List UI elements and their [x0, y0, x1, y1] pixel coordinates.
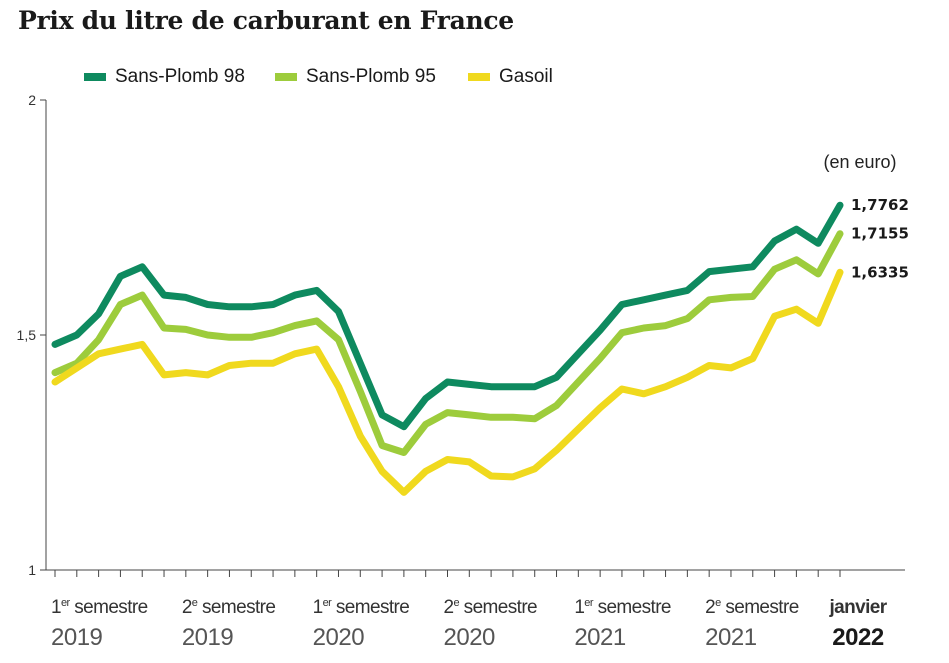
legend-swatch-sp95	[275, 73, 297, 81]
series-line-1	[51, 230, 844, 456]
legend-item-sp98: Sans-Plomb 98	[84, 66, 245, 88]
y-tick-label: 2	[28, 92, 36, 108]
legend-label-sp98: Sans-Plomb 98	[115, 66, 245, 87]
legend-label-gasoil: Gasoil	[499, 66, 553, 87]
end-value-label-2: 1,6335	[851, 263, 909, 281]
y-tick-label: 1	[28, 562, 36, 578]
unit-label: (en euro)	[823, 152, 896, 172]
x-label-period: janvier	[828, 597, 887, 618]
x-label-year: 2021	[705, 624, 757, 651]
x-label-period: 1er semestre	[51, 597, 148, 618]
x-label-year: 2019	[182, 624, 234, 651]
x-label-period: 1er semestre	[574, 597, 671, 618]
end-value-label-1: 1,7155	[851, 225, 909, 243]
x-label-period: 1er semestre	[313, 597, 410, 618]
x-label-year: 2020	[444, 624, 496, 651]
legend-swatch-sp98	[84, 73, 106, 81]
x-label-year: 2022	[832, 624, 884, 651]
x-label-year: 2019	[51, 624, 103, 651]
chart-title: Prix du litre de carburant en France	[18, 6, 514, 35]
x-label-year: 2020	[313, 624, 365, 651]
series-line-0	[51, 201, 844, 431]
series-line-2	[51, 268, 844, 496]
legend-label-sp95: Sans-Plomb 95	[306, 66, 436, 87]
legend-item-sp95: Sans-Plomb 95	[275, 66, 436, 88]
end-value-label-0: 1,7762	[851, 196, 909, 214]
x-label-period: 2e semestre	[444, 597, 538, 618]
legend-swatch-gasoil	[468, 73, 490, 81]
x-label-year: 2021	[574, 624, 626, 651]
y-tick-label: 1,5	[17, 327, 37, 343]
x-label-period: 2e semestre	[182, 597, 276, 618]
x-label-period: 2e semestre	[705, 597, 799, 618]
legend-item-gasoil: Gasoil	[468, 66, 553, 88]
